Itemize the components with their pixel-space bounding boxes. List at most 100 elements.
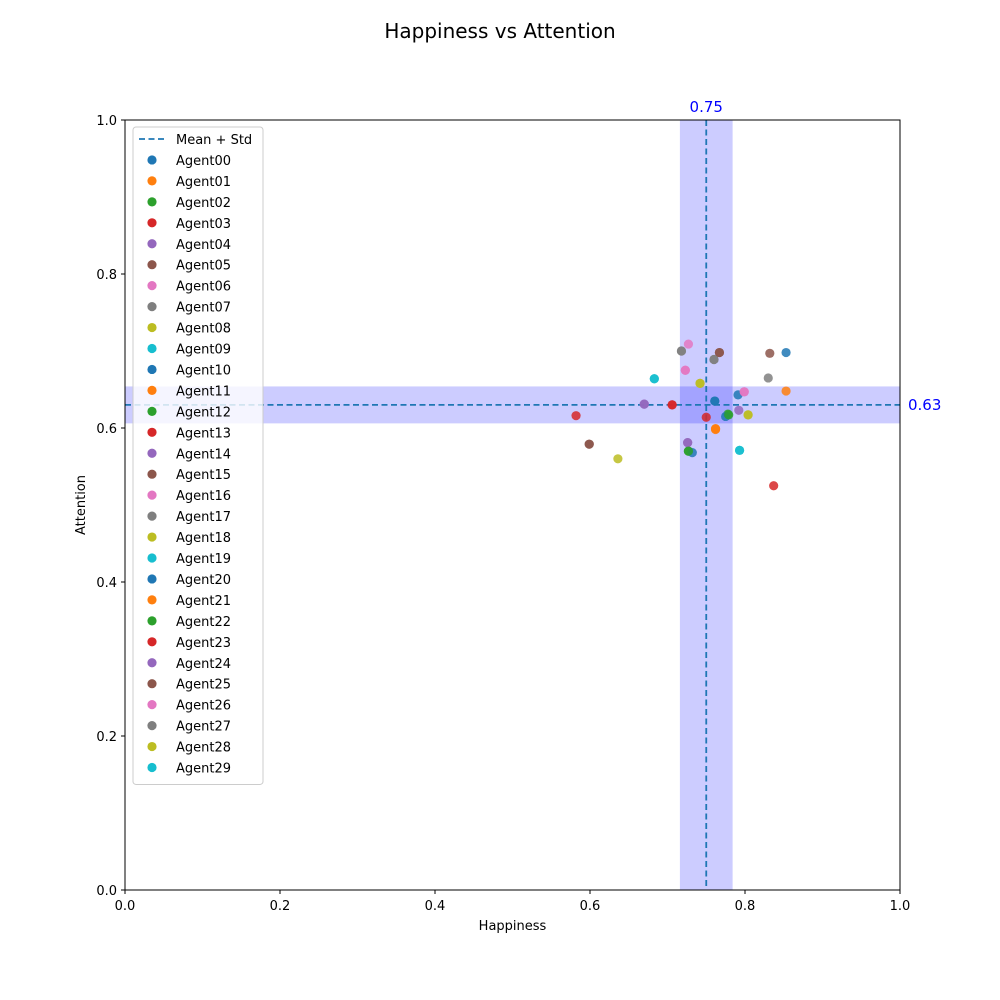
legend-swatch <box>147 427 157 437</box>
plot-area-frame <box>124 119 901 891</box>
legend-entry-label: Agent08 <box>176 322 231 337</box>
legend-swatch <box>147 260 157 270</box>
legend-entry-label: Agent02 <box>176 196 231 211</box>
legend-entry-label: Agent26 <box>176 699 231 714</box>
data-point <box>781 347 791 358</box>
legend-swatch <box>147 322 157 333</box>
data-point <box>695 378 705 388</box>
legend-swatch <box>147 511 157 521</box>
legend-swatch <box>147 721 157 731</box>
legend-swatch <box>147 700 157 710</box>
x-tick-label: 0.0 <box>115 899 136 914</box>
data-point <box>710 424 721 434</box>
x-tick-label: 0.8 <box>735 899 756 914</box>
data-point <box>781 386 791 396</box>
legend-entry-label: Agent20 <box>176 573 231 588</box>
data-point <box>683 438 693 448</box>
legend-entry-label: Agent16 <box>176 489 231 504</box>
legend-box <box>132 126 264 785</box>
data-point <box>710 396 720 406</box>
legend-entry-label: Agent05 <box>176 259 231 274</box>
data-points <box>571 339 791 491</box>
data-point <box>714 347 725 358</box>
legend-swatch <box>147 302 157 312</box>
y-axis-ticks: 0.0 0.2 0.4 0.6 0.8 1.0 <box>96 114 125 899</box>
legend-entry-label: Agent21 <box>176 594 231 609</box>
legend-swatch <box>147 239 157 249</box>
legend-entry-label: Agent22 <box>176 615 231 630</box>
legend-entry-label: Agent29 <box>176 762 231 777</box>
legend-swatch <box>147 197 157 207</box>
legend-entry-label: Agent12 <box>176 405 231 420</box>
data-point <box>639 399 649 409</box>
legend-entry-label: Agent28 <box>176 741 231 756</box>
legend-swatch <box>147 532 157 542</box>
legend-entry-label: Agent18 <box>176 531 231 546</box>
data-point <box>763 373 773 383</box>
legend-entry-label: Agent11 <box>176 384 231 399</box>
x-axis-label: Happiness <box>479 919 547 934</box>
legend-swatch <box>147 448 157 458</box>
legend-entry-label: Agent14 <box>176 447 231 462</box>
legend-swatch <box>147 385 157 395</box>
legend-entry-label: Agent01 <box>176 175 231 190</box>
y-tick-label: 0.0 <box>96 884 117 899</box>
data-point <box>709 354 719 365</box>
legend-swatch <box>147 364 157 375</box>
x-tick-label: 0.2 <box>270 899 291 914</box>
data-point <box>701 412 711 422</box>
legend-swatch <box>147 281 157 291</box>
legend-entry-label: Agent07 <box>176 301 231 316</box>
legend-swatch <box>147 490 157 500</box>
legend-entry-label: Agent15 <box>176 468 231 483</box>
legend-entry-label: Agent23 <box>176 636 231 651</box>
mean-y-annotation: 0.63 <box>908 396 941 414</box>
legend-entry-label: Agent06 <box>176 280 231 295</box>
data-point <box>676 346 687 356</box>
data-point <box>769 481 779 491</box>
data-point <box>667 400 677 410</box>
mean-x-annotation: 0.75 <box>690 98 723 116</box>
y-axis-label: Attention <box>74 475 89 535</box>
legend-swatch <box>147 595 157 605</box>
data-point <box>739 387 749 397</box>
legend-swatch <box>147 469 157 479</box>
legend-swatch <box>147 218 157 228</box>
x-tick-label: 0.6 <box>580 899 601 914</box>
legend-entry-label: Agent24 <box>176 657 231 672</box>
legend-entry-label: Agent19 <box>176 552 231 567</box>
legend-mean-line-label: Mean + Std <box>176 133 252 148</box>
x-tick-label: 0.4 <box>425 899 446 914</box>
y-tick-label: 0.4 <box>96 576 117 591</box>
data-point <box>649 374 659 384</box>
legend-entry-label: Agent09 <box>176 343 231 358</box>
x-axis-ticks: 0.0 0.2 0.4 0.6 0.8 1.0 <box>115 890 911 914</box>
x-tick-label: 1.0 <box>890 899 911 914</box>
data-point <box>724 410 734 420</box>
data-point <box>743 410 753 420</box>
y-tick-label: 0.6 <box>96 422 117 437</box>
data-point <box>765 348 775 358</box>
legend-swatch <box>147 553 157 563</box>
legend-swatch <box>147 574 157 584</box>
y-tick-label: 0.8 <box>96 268 117 283</box>
legend-swatch <box>147 343 157 354</box>
legend: Mean + Std Agent00 Agent01 Agent02 Agent03 Ag… <box>132 126 264 785</box>
data-point <box>571 411 581 421</box>
legend-swatch <box>147 762 157 773</box>
data-point <box>680 365 690 375</box>
data-point <box>734 445 745 455</box>
data-point <box>613 454 623 464</box>
legend-swatch <box>147 658 157 668</box>
legend-entry-label: Agent13 <box>176 426 231 441</box>
data-point <box>683 446 694 456</box>
legend-swatch <box>147 616 157 626</box>
data-point <box>734 405 744 415</box>
legend-entry-label: Agent10 <box>176 363 231 378</box>
legend-swatch <box>147 741 157 752</box>
y-tick-label: 1.0 <box>96 114 117 129</box>
legend-swatch <box>147 176 157 186</box>
legend-swatch <box>147 637 157 647</box>
data-point <box>584 439 594 449</box>
